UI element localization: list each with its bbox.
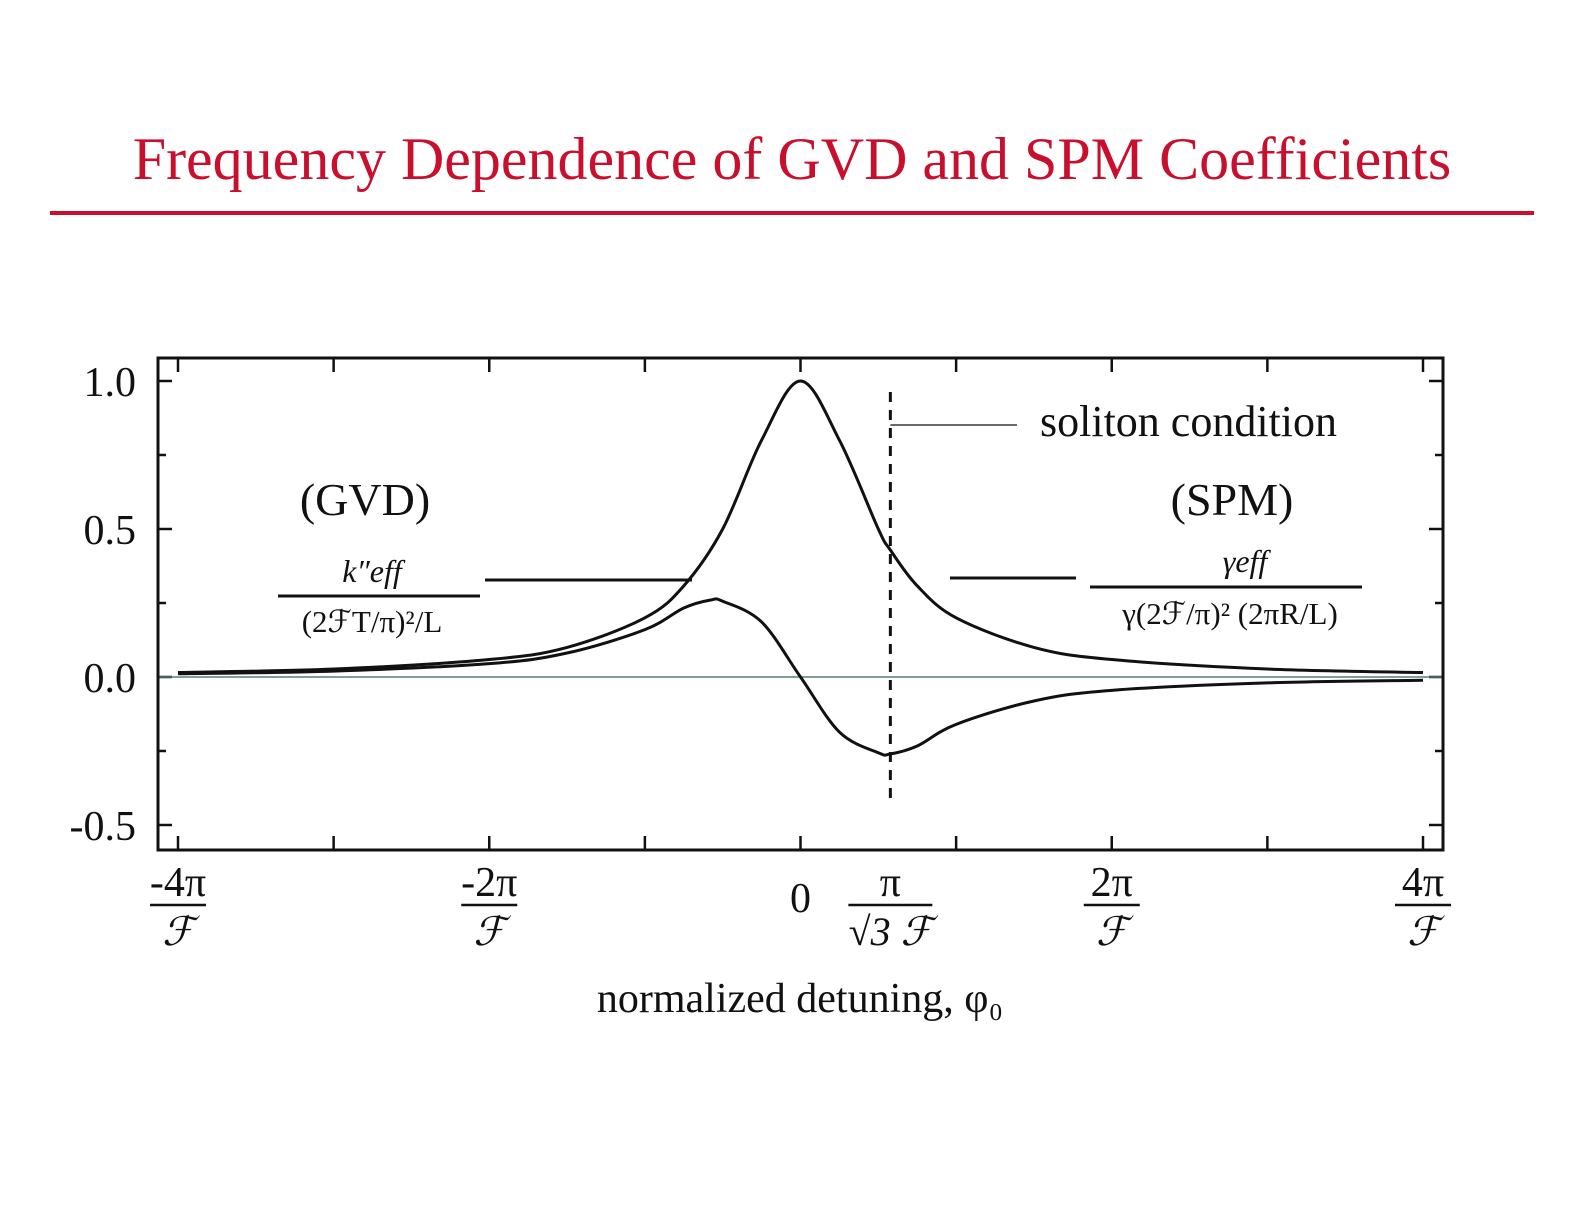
title-underline <box>50 211 1534 215</box>
x-tick-label-numerator: 4π <box>1402 860 1444 906</box>
x-tick-label-numerator: 2π <box>1091 860 1133 906</box>
spm-label: (SPM) <box>1171 474 1294 525</box>
gvd-curve <box>177 597 1424 757</box>
y-tick-label: 0.5 <box>84 508 137 554</box>
y-tick-label: 0.0 <box>84 656 137 702</box>
gvd-formula-numerator: k″eff <box>342 553 406 589</box>
series-layer <box>177 379 1424 757</box>
spm-formula-numerator: γeff <box>1223 543 1272 579</box>
y-tick-label: 1.0 <box>84 360 137 406</box>
x-tick-label-denominator: ℱ <box>474 909 512 954</box>
gvd-formula-denominator: (2ℱT/π)²/L <box>302 604 443 639</box>
x-tick-label-denominator: ℱ <box>1096 909 1134 954</box>
spm-formula-denominator: γ(2ℱ/π)² (2πR/L) <box>1121 596 1338 631</box>
y-tick-label: -0.5 <box>70 804 137 850</box>
soliton-condition-label: soliton condition <box>1040 397 1337 446</box>
x-tick-label: 0 <box>790 876 811 922</box>
gvd-label: (GVD) <box>300 474 430 525</box>
spm-curve <box>177 379 1424 675</box>
x-tick-label-denominator: ℱ <box>162 909 200 954</box>
page-title: Frequency Dependence of GVD and SPM Coef… <box>132 126 1452 192</box>
x-axis-label: normalized detuning, φ₀ <box>597 976 1003 1022</box>
x-tick-label-denominator: √3 ℱ <box>849 909 939 954</box>
plot-frame <box>156 356 1445 852</box>
x-tick-label-numerator: -2π <box>461 860 517 906</box>
x-tick-label-numerator: -4π <box>150 860 206 906</box>
y-tick-labels: -0.5 0.0 0.5 1.0 <box>70 360 137 850</box>
x-tick-label-numerator: π <box>880 860 901 906</box>
x-tick-label-denominator: ℱ <box>1407 909 1445 954</box>
